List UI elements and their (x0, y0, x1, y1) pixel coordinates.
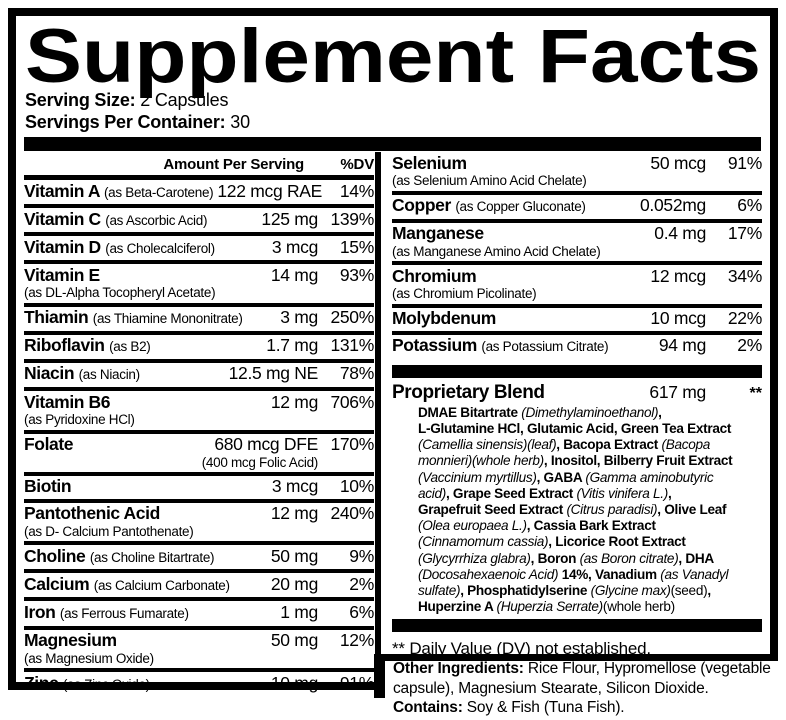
notch-border-bar (374, 654, 385, 698)
contains-text: Soy & Fish (Tuna Fish). (462, 699, 625, 716)
blend-ingredients-text: DMAE Bitartrate (Dimethylaminoethanol), … (418, 404, 733, 615)
row-vitamin-a: Vitamin A (as Beta-Carotene) 122 mcg RAE… (24, 180, 374, 209)
row-thiamin: Thiamin (as Thiamine Mononitrate) 3 mg 2… (24, 307, 374, 335)
row-vitamin-e: Vitamin E 14 mg 93% (as DL-Alpha Tocophe… (24, 264, 374, 307)
row-riboflavin: Riboflavin (as B2) 1.7 mg 131% (24, 335, 374, 363)
serving-size-row: Serving Size: 2 Capsules (25, 89, 762, 111)
proprietary-blend-name: Proprietary Blend (392, 381, 545, 403)
header-divider-bar (24, 137, 761, 151)
label-title-svg: Supplement Facts (25, 18, 761, 99)
row-vitamin-c: Vitamin C (as Ascorbic Acid) 125 mg 139% (24, 208, 374, 237)
row-copper: Copper (as Copper Gluconate) 0.052mg 6% (392, 195, 762, 223)
row-calcium: Calcium (as Calcium Carbonate) 20 mg 2% (24, 573, 374, 602)
other-ingredients-text: Rice Flour, Hypromellose (vegetable caps… (393, 660, 771, 697)
nutrient-table-right: Selenium 50 mcg 91% (as Selenium Amino A… (392, 152, 762, 659)
row-selenium: Selenium 50 mcg 91% (as Selenium Amino A… (392, 152, 762, 195)
row-choline: Choline (as Choline Bitartrate) 50 mg 9% (24, 545, 374, 574)
proprietary-blend-amount: 617 mg (649, 381, 706, 402)
row-magnesium: Magnesium 50 mg 12% (as Magnesium Oxide) (24, 630, 374, 673)
serving-size-value: 2 Capsules (135, 90, 229, 110)
row-vitamin-b6: Vitamin B6 12 mg 706% (as Pyridoxine HCl… (24, 391, 374, 434)
dv-header: %DV (340, 156, 374, 173)
row-zinc: Zinc (as Zinc Oxide) 10 mg 91% (24, 672, 374, 693)
proprietary-blend-header: Proprietary Blend 617 mg ** (392, 378, 762, 405)
blend-bottom-bar (392, 619, 762, 633)
servings-per-container-label: Servings Per Container: (25, 112, 226, 132)
servings-per-container-value: 30 (225, 112, 250, 132)
box-border-left (8, 8, 16, 690)
row-chromium: Chromium 12 mcg 34% (as Chromium Picolin… (392, 265, 762, 308)
nutrient-table-left: Amount Per Serving %DV Vitamin A (as Bet… (24, 152, 374, 696)
amount-per-serving-header: Amount Per Serving (163, 156, 304, 173)
row-pantothenic-acid: Pantothenic Acid 12 mg 240% (as D- Calci… (24, 503, 374, 546)
servings-per-container-row: Servings Per Container: 30 (25, 111, 762, 133)
other-ingredients-label: Other Ingredients: (393, 660, 524, 677)
row-molybdenum: Molybdenum 10 mcg 22% (392, 308, 762, 335)
blend-top-bar (392, 364, 762, 378)
box-border-right (770, 8, 778, 661)
row-iron: Iron (as Ferrous Fumarate) 1 mg 6% (24, 601, 374, 630)
box-border-top (8, 8, 778, 16)
row-manganese: Manganese 0.4 mg 17% (as Manganese Amino… (392, 223, 762, 266)
row-potassium: Potassium (as Potassium Citrate) 94 mg 2… (392, 335, 762, 356)
row-biotin: Biotin 3 mcg 10% (24, 476, 374, 503)
box-border-bottom-left (8, 682, 381, 690)
daily-value-footnote: ** Daily Value (DV) not established. (392, 639, 651, 659)
row-folate: Folate 680 mcg DFE (400 mcg Folic Acid) 1… (24, 434, 374, 476)
row-vitamin-d: Vitamin D (as Cholecalciferol) 3 mcg 15% (24, 236, 374, 265)
column-divider (375, 152, 381, 682)
table-header-row: Amount Per Serving %DV (24, 152, 374, 180)
contains-label: Contains: (393, 699, 463, 716)
serving-info: Serving Size: 2 Capsules Servings Per Co… (25, 89, 762, 133)
proprietary-blend-dv: ** (749, 384, 762, 402)
serving-size-label: Serving Size: (25, 90, 136, 110)
other-ingredients-section: Other Ingredients: Rice Flour, Hypromell… (393, 659, 783, 718)
row-niacin: Niacin (as Niacin) 12.5 mg NE 78% (24, 363, 374, 392)
page-title: Supplement Facts (25, 18, 761, 99)
box-border-bottom-right (374, 654, 778, 661)
